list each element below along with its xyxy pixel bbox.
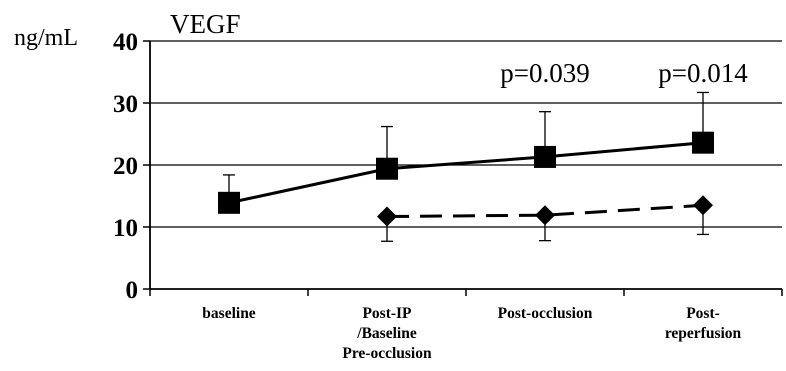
axes: 0 10 20 30 40 baseline Post-IP/Baseline Pre-occ… — [113, 29, 783, 362]
x-tick-label: Post-IP — [362, 305, 412, 322]
y-axis-label: ng/mL — [14, 25, 78, 51]
data-point-square — [534, 145, 556, 168]
data-point-square — [218, 191, 240, 214]
y-tick-label: 0 — [126, 277, 139, 304]
x-tick-label: baseline — [202, 305, 256, 322]
series — [218, 91, 714, 242]
y-tick-label: 20 — [113, 153, 138, 180]
gridlines — [150, 40, 782, 228]
p-value-annotation: p=0.014 — [658, 58, 748, 88]
chart-title: VEGF — [170, 9, 241, 39]
data-point-diamond — [535, 205, 555, 226]
data-point-square — [692, 131, 714, 154]
x-tick-label: Post-occlusion — [498, 305, 593, 322]
y-tick-label: 40 — [113, 29, 138, 56]
labels: VEGF ng/mL p=0.039 p=0.014 — [14, 9, 748, 88]
series-0-line — [228, 141, 704, 205]
x-tick-label: Post- — [686, 305, 720, 322]
y-tick-label: 10 — [113, 215, 138, 242]
x-tick-label: /Baseline — [356, 325, 417, 342]
data-point-square — [376, 157, 398, 180]
y-tick-label: 30 — [113, 91, 138, 118]
x-tick-label: Pre-occlusion — [342, 345, 432, 362]
data-point-diamond — [377, 206, 397, 227]
data-point-diamond — [693, 195, 713, 216]
series-1-line — [386, 203, 704, 218]
x-tick-label: reperfusion — [665, 325, 742, 342]
p-value-annotation: p=0.039 — [500, 58, 589, 88]
